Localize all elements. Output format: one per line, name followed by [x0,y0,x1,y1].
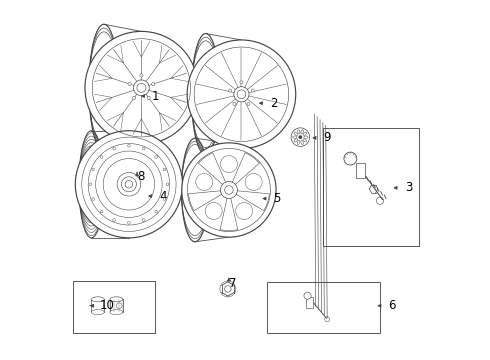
Ellipse shape [294,139,298,142]
Circle shape [113,147,116,150]
Circle shape [137,83,146,93]
Circle shape [151,82,155,86]
Circle shape [187,40,296,149]
Circle shape [304,292,311,299]
Circle shape [142,147,145,150]
Ellipse shape [110,310,123,315]
Text: 7: 7 [229,278,237,291]
Circle shape [127,221,130,224]
Circle shape [92,168,95,171]
Ellipse shape [301,130,303,134]
Text: 10: 10 [99,299,114,312]
Circle shape [245,174,262,190]
Circle shape [155,156,157,158]
Ellipse shape [301,140,303,144]
Circle shape [166,183,169,186]
Text: 5: 5 [273,192,281,205]
Bar [92,299,104,312]
Circle shape [233,102,236,105]
Circle shape [376,197,384,204]
Text: 6: 6 [389,299,396,312]
Circle shape [147,96,150,99]
Circle shape [155,210,157,213]
Bar [267,282,380,333]
Circle shape [325,317,330,322]
Circle shape [220,156,238,172]
Text: 2: 2 [270,97,277,110]
Bar [110,299,123,312]
Circle shape [85,31,198,144]
Ellipse shape [303,139,307,142]
Circle shape [163,198,166,201]
Ellipse shape [293,136,297,138]
Ellipse shape [297,130,300,134]
Text: 1: 1 [152,90,160,103]
Circle shape [142,219,145,221]
Circle shape [344,152,357,165]
Bar [323,128,419,246]
Circle shape [133,163,144,175]
Circle shape [228,89,232,92]
Circle shape [291,128,310,147]
Circle shape [132,96,136,99]
Circle shape [182,143,276,237]
Circle shape [225,186,233,194]
Ellipse shape [92,297,104,302]
Circle shape [240,81,243,84]
Text: 8: 8 [137,170,145,183]
Ellipse shape [294,132,298,135]
Bar [73,281,155,333]
Circle shape [89,183,92,186]
Circle shape [205,202,222,220]
Circle shape [113,219,116,221]
Circle shape [140,74,143,77]
Circle shape [128,82,131,86]
Circle shape [236,202,253,220]
Circle shape [163,168,166,171]
Circle shape [75,131,182,238]
Ellipse shape [92,310,104,315]
Ellipse shape [297,140,300,144]
Circle shape [92,198,95,201]
Circle shape [100,210,103,213]
Text: 4: 4 [159,190,167,203]
Circle shape [247,102,250,105]
Circle shape [251,89,254,92]
Text: 3: 3 [405,181,413,194]
Circle shape [237,90,246,99]
Circle shape [117,303,122,309]
Bar [306,297,313,307]
Circle shape [100,156,103,158]
Circle shape [127,144,130,147]
Text: 9: 9 [323,131,331,144]
Bar [356,163,365,178]
Circle shape [196,174,213,190]
Ellipse shape [110,297,123,302]
Ellipse shape [304,136,308,138]
Circle shape [299,135,302,139]
Ellipse shape [303,132,307,135]
